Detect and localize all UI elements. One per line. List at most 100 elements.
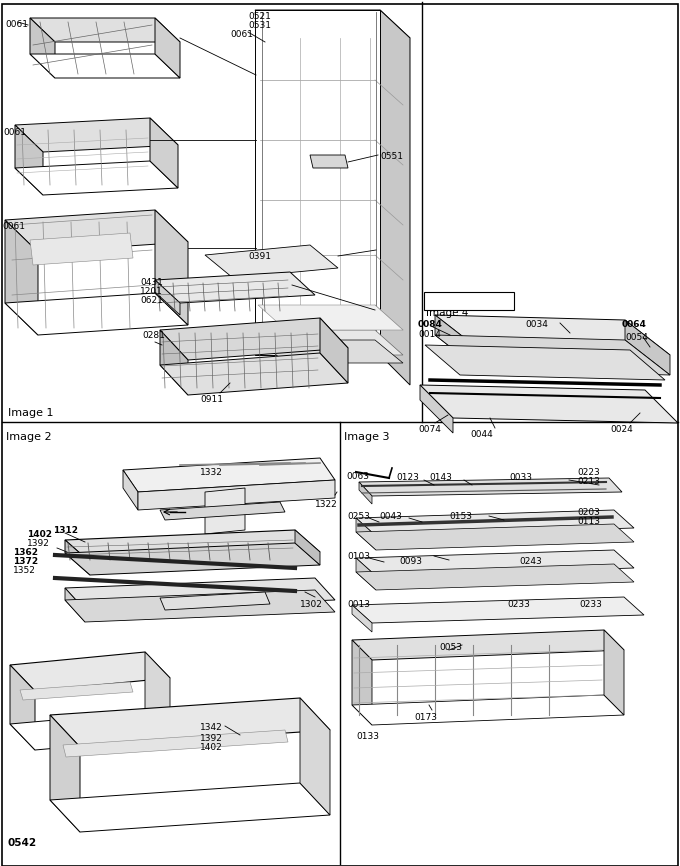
Polygon shape bbox=[65, 578, 335, 610]
Polygon shape bbox=[300, 698, 330, 815]
Polygon shape bbox=[295, 530, 320, 565]
Polygon shape bbox=[30, 18, 55, 78]
Text: 1302: 1302 bbox=[300, 600, 323, 609]
Text: Image 3: Image 3 bbox=[344, 432, 390, 442]
Polygon shape bbox=[420, 385, 678, 423]
Polygon shape bbox=[625, 320, 670, 375]
Text: 0203: 0203 bbox=[577, 508, 600, 517]
Polygon shape bbox=[258, 305, 403, 330]
Text: 0253: 0253 bbox=[347, 512, 370, 521]
Polygon shape bbox=[15, 125, 43, 195]
Text: 0173: 0173 bbox=[414, 713, 437, 722]
Polygon shape bbox=[359, 478, 622, 496]
Text: 0153: 0153 bbox=[449, 512, 472, 521]
Text: 0064: 0064 bbox=[622, 320, 647, 329]
Polygon shape bbox=[420, 385, 453, 433]
Text: 1201: 1201 bbox=[140, 287, 163, 296]
Polygon shape bbox=[160, 502, 285, 520]
Polygon shape bbox=[5, 220, 38, 335]
Text: Image 2: Image 2 bbox=[6, 432, 52, 442]
Text: 1322: 1322 bbox=[315, 500, 338, 509]
Polygon shape bbox=[30, 54, 180, 78]
Text: 0093: 0093 bbox=[399, 557, 422, 566]
Polygon shape bbox=[356, 510, 634, 536]
Text: Image 4: Image 4 bbox=[426, 308, 469, 318]
Text: 0213: 0213 bbox=[577, 477, 600, 486]
Text: 0243: 0243 bbox=[519, 557, 542, 566]
Polygon shape bbox=[352, 605, 372, 632]
Text: 1372: 1372 bbox=[13, 557, 38, 566]
Polygon shape bbox=[155, 210, 188, 325]
Polygon shape bbox=[10, 652, 170, 691]
Text: 0133: 0133 bbox=[356, 732, 379, 741]
Text: 1342: 1342 bbox=[200, 723, 223, 732]
Text: 0143: 0143 bbox=[429, 473, 452, 482]
Text: 0521: 0521 bbox=[248, 12, 271, 21]
Text: 0911: 0911 bbox=[200, 395, 223, 404]
Polygon shape bbox=[15, 118, 178, 152]
Text: 0123: 0123 bbox=[396, 473, 419, 482]
Text: 0233: 0233 bbox=[579, 600, 602, 609]
Text: Image 4: Image 4 bbox=[427, 296, 473, 306]
Text: 0281: 0281 bbox=[142, 331, 165, 340]
Polygon shape bbox=[352, 695, 624, 725]
Text: 0113: 0113 bbox=[577, 517, 600, 526]
Text: 0103: 0103 bbox=[347, 552, 370, 561]
Text: 1312: 1312 bbox=[53, 526, 78, 535]
Text: 0063: 0063 bbox=[346, 472, 369, 481]
Text: 0053: 0053 bbox=[439, 643, 462, 652]
Polygon shape bbox=[258, 340, 403, 363]
Text: 0074: 0074 bbox=[418, 425, 441, 434]
Polygon shape bbox=[145, 652, 170, 738]
Text: 0061: 0061 bbox=[2, 222, 25, 231]
Polygon shape bbox=[604, 630, 624, 715]
Polygon shape bbox=[63, 730, 288, 757]
Polygon shape bbox=[435, 315, 670, 355]
Text: 0551: 0551 bbox=[380, 152, 403, 161]
Polygon shape bbox=[155, 280, 180, 315]
Text: 0013: 0013 bbox=[347, 600, 370, 609]
Polygon shape bbox=[123, 458, 335, 492]
Text: 1402: 1402 bbox=[27, 530, 52, 539]
Polygon shape bbox=[356, 550, 634, 576]
Text: 1352: 1352 bbox=[13, 566, 36, 575]
Text: 0431: 0431 bbox=[140, 278, 163, 287]
Polygon shape bbox=[160, 353, 348, 395]
Polygon shape bbox=[160, 318, 348, 360]
Polygon shape bbox=[50, 715, 80, 832]
Polygon shape bbox=[15, 161, 178, 195]
Polygon shape bbox=[50, 698, 330, 747]
Polygon shape bbox=[65, 530, 320, 562]
Polygon shape bbox=[356, 524, 634, 550]
Polygon shape bbox=[65, 540, 90, 575]
Polygon shape bbox=[258, 330, 403, 355]
Polygon shape bbox=[30, 18, 180, 42]
Polygon shape bbox=[352, 640, 372, 725]
Polygon shape bbox=[30, 233, 133, 265]
Text: 1332: 1332 bbox=[200, 468, 223, 477]
Text: 0084: 0084 bbox=[418, 320, 443, 329]
Polygon shape bbox=[10, 665, 35, 750]
Polygon shape bbox=[356, 518, 376, 550]
Text: 0033: 0033 bbox=[509, 473, 532, 482]
Polygon shape bbox=[255, 10, 410, 38]
Polygon shape bbox=[65, 590, 335, 622]
Text: 0034: 0034 bbox=[525, 320, 548, 329]
Polygon shape bbox=[255, 10, 380, 355]
Polygon shape bbox=[356, 564, 634, 590]
Polygon shape bbox=[352, 597, 644, 623]
Text: 0043: 0043 bbox=[379, 512, 402, 521]
Polygon shape bbox=[123, 470, 138, 510]
Text: 0024: 0024 bbox=[610, 425, 633, 434]
Polygon shape bbox=[160, 592, 270, 610]
Polygon shape bbox=[155, 18, 180, 78]
Polygon shape bbox=[50, 783, 330, 832]
Text: 0054: 0054 bbox=[625, 333, 648, 342]
Polygon shape bbox=[5, 293, 188, 335]
Text: 0014: 0014 bbox=[418, 330, 441, 339]
Text: 1392: 1392 bbox=[200, 734, 223, 743]
Polygon shape bbox=[380, 10, 410, 385]
Polygon shape bbox=[5, 210, 188, 252]
Text: 1362: 1362 bbox=[13, 548, 38, 557]
Polygon shape bbox=[20, 682, 133, 700]
